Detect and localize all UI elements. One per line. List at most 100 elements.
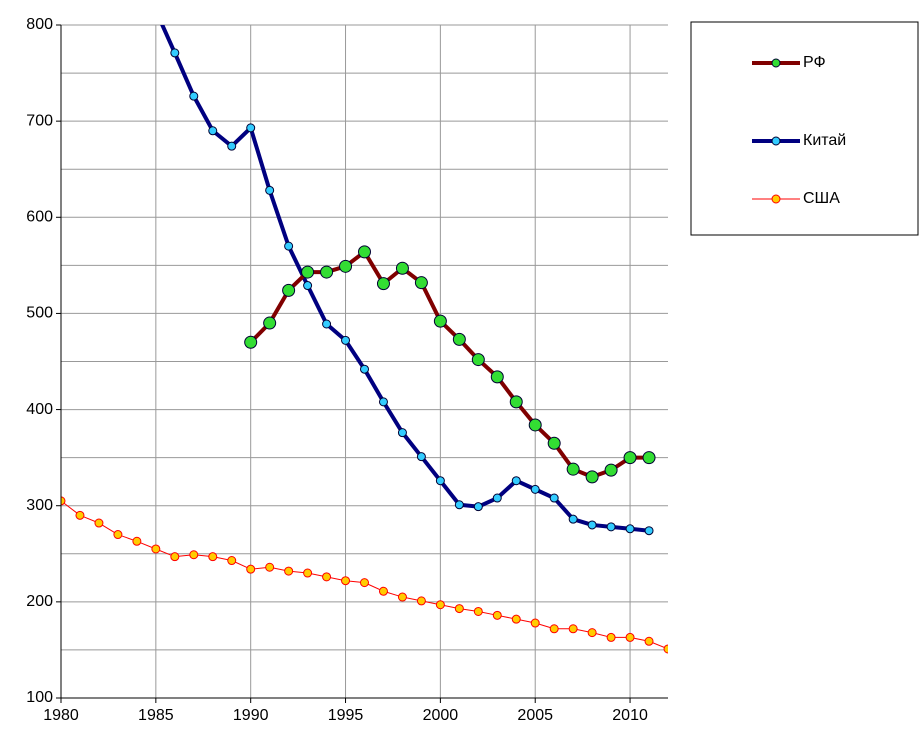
data-point [395, 261, 409, 275]
data-point [284, 566, 294, 576]
data-point [376, 277, 390, 291]
data-point [530, 484, 540, 494]
legend-label: РФ [803, 54, 826, 71]
data-point [378, 397, 388, 407]
data-point [397, 592, 407, 602]
data-point [454, 500, 464, 510]
y-tick-label: 200 [26, 593, 53, 610]
y-tick-label: 600 [26, 209, 53, 226]
legend-label: США [803, 190, 840, 207]
data-point [358, 245, 371, 259]
data-point [339, 259, 353, 273]
data-point [263, 316, 277, 330]
legend-label: Китай [803, 132, 846, 149]
data-point [113, 530, 123, 540]
data-point [547, 436, 561, 450]
legend-marker [771, 136, 781, 146]
data-point [227, 141, 237, 151]
y-tick-label: 100 [26, 689, 53, 706]
x-tick-label: 2005 [517, 707, 553, 724]
y-tick-label: 300 [26, 497, 53, 514]
x-tick-label: 1995 [328, 707, 364, 724]
data-point [511, 476, 521, 486]
data-point [301, 265, 315, 279]
data-point [568, 624, 578, 634]
data-point [360, 364, 369, 374]
series-line [249, 249, 650, 479]
y-tick-label: 700 [26, 112, 53, 129]
data-point [511, 614, 521, 624]
data-point [244, 335, 258, 349]
legend-box [690, 21, 919, 236]
data-point [284, 241, 294, 251]
data-point [435, 600, 445, 610]
data-point [416, 452, 426, 462]
data-point [227, 556, 237, 566]
data-point [587, 520, 597, 530]
data-point [642, 451, 656, 465]
plot-area [61, 25, 668, 654]
data-point [320, 265, 334, 279]
data-point [341, 576, 351, 586]
data-point [644, 526, 654, 536]
data-point [549, 493, 559, 503]
data-point [471, 353, 485, 367]
data-point [473, 502, 483, 512]
data-point [606, 522, 616, 532]
y-tick-label: 400 [26, 401, 53, 418]
data-point [490, 370, 504, 384]
data-point [530, 618, 540, 628]
data-point [246, 123, 256, 133]
data-point [151, 544, 161, 554]
data-point [566, 462, 580, 476]
data-point [585, 470, 599, 484]
data-point [549, 624, 559, 634]
data-point [435, 476, 445, 486]
data-point [454, 604, 464, 614]
data-point [416, 596, 426, 606]
data-point [322, 319, 332, 329]
data-point [282, 283, 296, 297]
legend-marker [771, 194, 781, 204]
data-point [303, 281, 313, 291]
data-point [246, 564, 256, 574]
data-point [604, 463, 618, 477]
data-point [625, 632, 635, 642]
legend-marker [771, 58, 781, 68]
data-point [170, 48, 180, 58]
x-tick-label: 2010 [612, 707, 648, 724]
data-point [360, 578, 369, 588]
data-point [492, 493, 502, 503]
data-point [75, 510, 85, 520]
data-point [644, 636, 654, 646]
data-point [509, 395, 523, 409]
x-tick-label: 2000 [423, 707, 459, 724]
data-point [265, 562, 275, 572]
data-point [265, 185, 275, 195]
data-point [623, 451, 637, 465]
y-tick-label: 800 [26, 16, 53, 33]
data-point [170, 552, 180, 562]
data-point [189, 91, 199, 101]
data-point [322, 572, 332, 582]
data-point [61, 496, 66, 506]
data-point [606, 632, 616, 642]
data-point [132, 536, 142, 546]
legend: РФ Китай США [752, 54, 846, 207]
data-point [208, 552, 218, 562]
axes: 100 200 300 400 500 600 700 800 1980 1985 1990 1995… [26, 16, 668, 724]
data-point [303, 568, 313, 578]
data-point [433, 314, 447, 328]
data-point [587, 628, 597, 638]
x-tick-label: 1980 [43, 707, 79, 724]
data-point [378, 586, 388, 596]
data-point [568, 514, 578, 524]
x-tick-label: 1985 [138, 707, 174, 724]
data-point [663, 644, 668, 654]
data-point [208, 126, 218, 136]
data-point [397, 428, 407, 438]
data-point [189, 550, 199, 560]
grid [60, 24, 668, 699]
data-point [528, 418, 542, 432]
